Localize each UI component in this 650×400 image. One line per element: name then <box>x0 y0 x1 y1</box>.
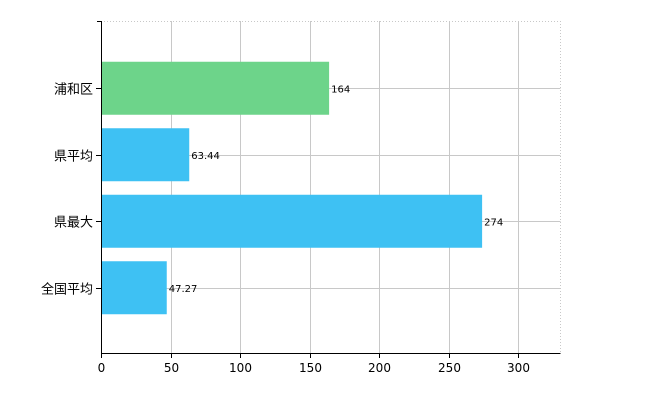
bar <box>101 261 167 315</box>
category-label: 県平均 <box>54 150 93 165</box>
label-layer: 164 63.44 274 47.27 0 50 100 150 200 250 300 浦和区県平均… <box>41 83 530 376</box>
x-tick-label: 300 <box>507 361 530 375</box>
bar-layer <box>101 61 483 315</box>
category-label: 全国平均 <box>41 282 93 298</box>
data-label: 63.44 <box>191 151 220 162</box>
data-label: 164 <box>331 84 350 95</box>
bar <box>101 194 483 248</box>
data-label: 274 <box>484 217 503 228</box>
x-tick-label: 50 <box>164 361 179 375</box>
axis-layer <box>96 21 561 358</box>
category-label: 県最大 <box>54 216 93 231</box>
data-label: 47.27 <box>169 284 198 295</box>
bar <box>101 128 190 182</box>
bar <box>101 61 330 115</box>
x-tick-label: 200 <box>368 361 391 375</box>
x-tick-label: 250 <box>438 361 461 375</box>
category-label: 浦和区 <box>54 83 93 98</box>
x-tick-label: 0 <box>98 361 106 375</box>
x-tick-label: 150 <box>299 361 322 375</box>
x-tick-label: 100 <box>229 361 252 375</box>
